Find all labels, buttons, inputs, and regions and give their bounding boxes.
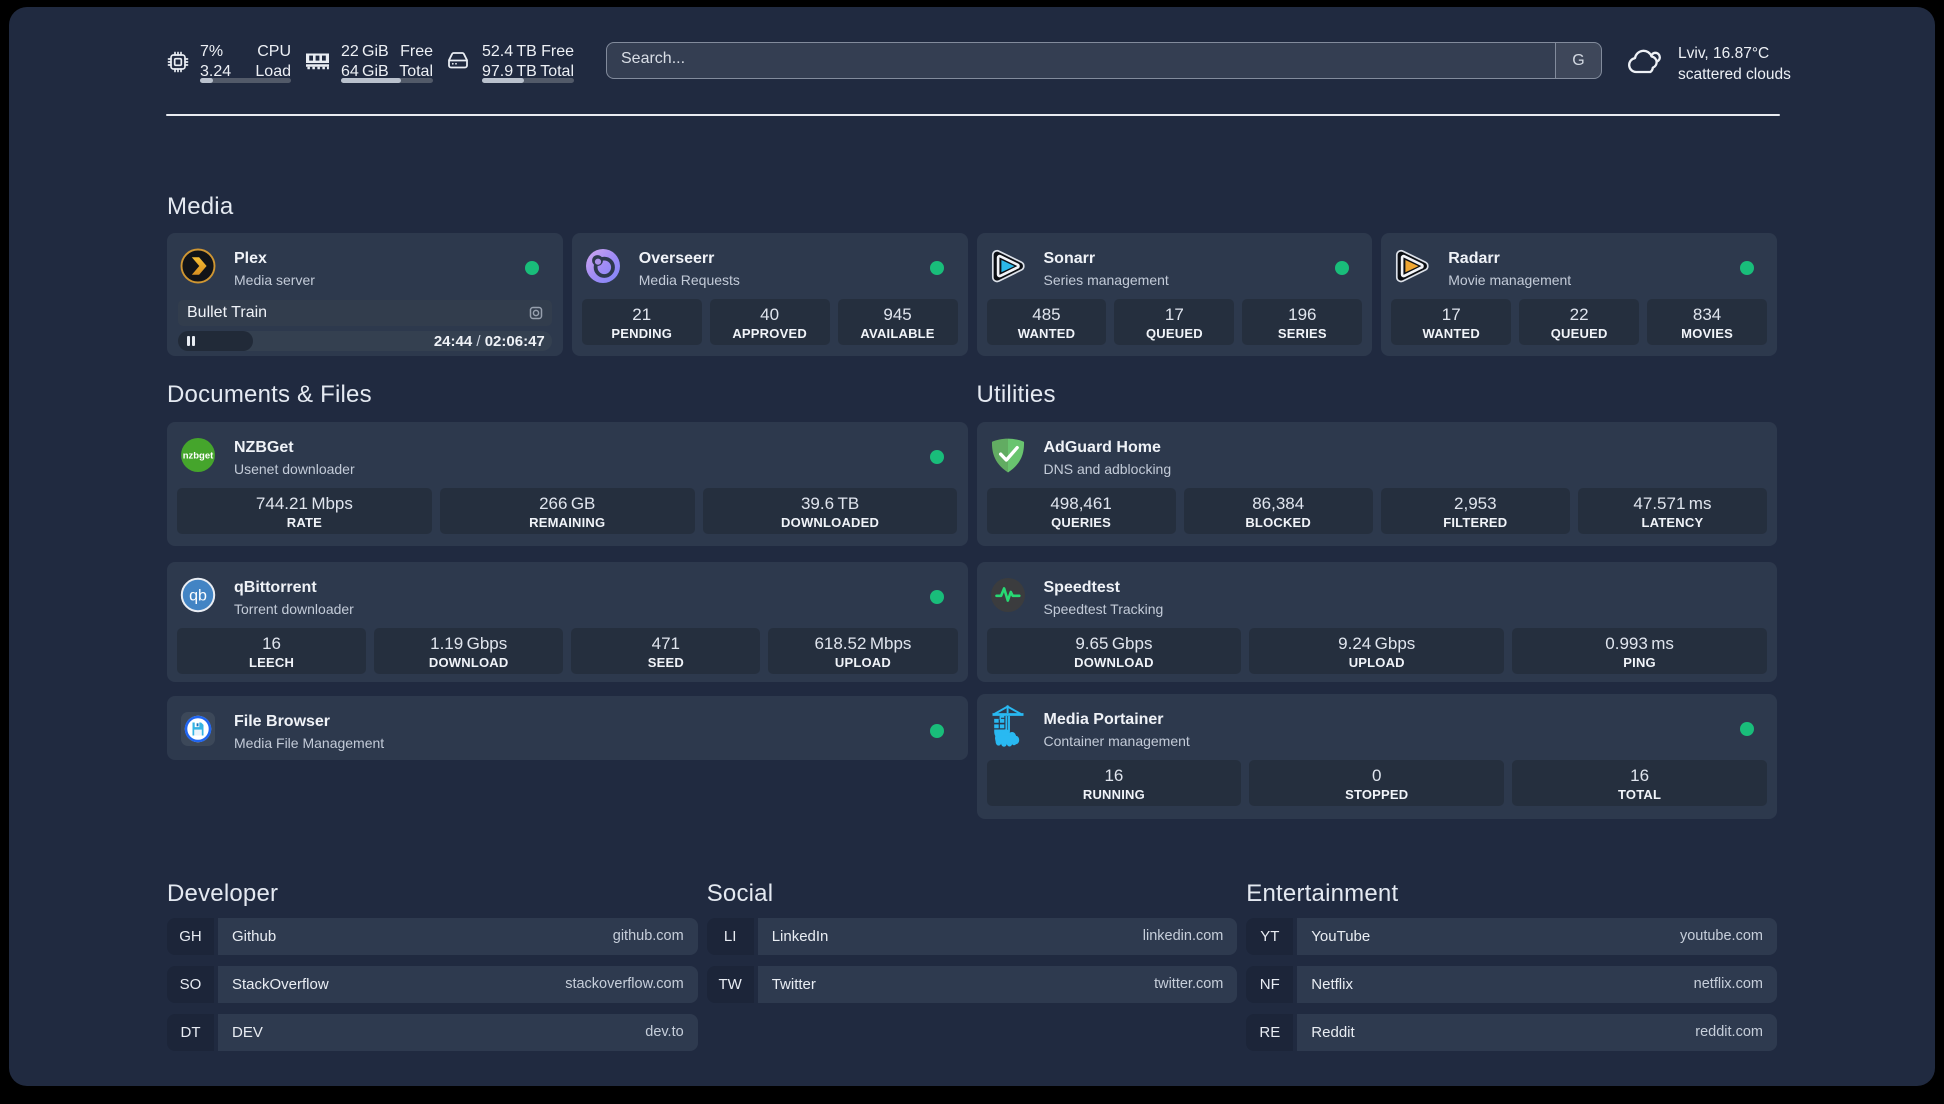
- svg-text:qb: qb: [189, 588, 207, 605]
- svg-text:nzbget: nzbget: [183, 451, 214, 462]
